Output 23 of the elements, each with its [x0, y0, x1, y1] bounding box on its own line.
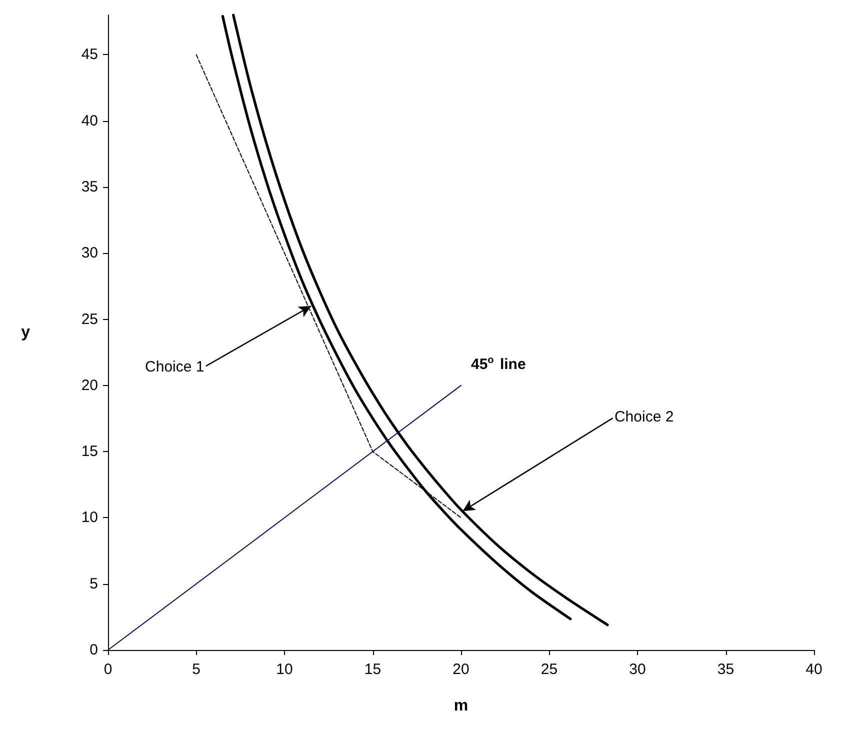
y-tick-label: 40 — [81, 112, 98, 130]
y-tick-label: 0 — [90, 642, 98, 658]
x-tick-label: 15 — [364, 661, 382, 678]
y-tick-label: 20 — [81, 376, 98, 394]
y-tick-label: 15 — [81, 443, 98, 460]
x-axis-title: m — [454, 698, 468, 714]
x-tick-label: 0 — [104, 661, 112, 678]
annotation: Choice 1 — [145, 358, 204, 376]
y-tick-label: 30 — [81, 244, 98, 262]
y-tick-label: 25 — [81, 310, 98, 328]
y-tick-label: 45 — [81, 46, 98, 64]
x-tick-label: 10 — [276, 661, 293, 678]
x-tick-label: 40 — [806, 661, 822, 678]
x-tick-label: 25 — [540, 661, 558, 678]
y-tick-label: 5 — [90, 575, 98, 592]
x-tick-label: 30 — [629, 661, 646, 678]
y-axis-title: y — [21, 324, 30, 341]
y-tick-label: 10 — [81, 509, 98, 526]
x-tick-label: 5 — [192, 661, 200, 678]
annotation: Choice 2 — [614, 408, 674, 426]
x-tick-label: 35 — [717, 661, 734, 678]
x-tick-label: 20 — [452, 661, 470, 678]
y-tick-label: 35 — [81, 178, 98, 196]
